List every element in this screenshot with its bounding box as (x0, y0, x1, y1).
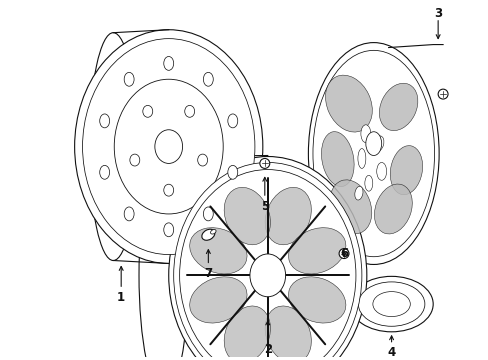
Ellipse shape (100, 114, 109, 128)
Ellipse shape (288, 277, 345, 323)
Ellipse shape (389, 146, 422, 195)
Ellipse shape (354, 186, 362, 200)
Ellipse shape (360, 125, 370, 143)
Ellipse shape (139, 157, 188, 360)
Ellipse shape (365, 132, 381, 156)
Ellipse shape (89, 33, 137, 261)
Text: 2: 2 (263, 343, 271, 356)
Text: 6: 6 (339, 247, 347, 260)
Ellipse shape (114, 79, 223, 214)
Ellipse shape (259, 158, 269, 168)
Ellipse shape (163, 184, 173, 196)
Ellipse shape (179, 170, 355, 360)
Ellipse shape (155, 130, 182, 163)
Ellipse shape (227, 114, 237, 128)
Ellipse shape (329, 180, 371, 234)
Ellipse shape (372, 292, 409, 316)
Ellipse shape (197, 154, 207, 166)
Ellipse shape (376, 162, 386, 180)
Ellipse shape (203, 207, 213, 221)
Ellipse shape (321, 132, 353, 186)
Ellipse shape (210, 230, 216, 234)
Ellipse shape (264, 306, 311, 360)
Text: 3: 3 (433, 7, 441, 21)
Ellipse shape (374, 184, 411, 234)
Ellipse shape (75, 30, 262, 264)
Ellipse shape (203, 72, 213, 86)
Ellipse shape (184, 105, 194, 117)
Ellipse shape (437, 89, 447, 99)
Ellipse shape (364, 175, 372, 191)
Ellipse shape (163, 57, 173, 70)
Ellipse shape (202, 229, 214, 240)
Ellipse shape (124, 72, 134, 86)
Ellipse shape (379, 83, 417, 131)
Ellipse shape (227, 165, 237, 179)
Ellipse shape (373, 136, 383, 152)
Text: 1: 1 (117, 291, 125, 303)
Ellipse shape (224, 306, 270, 360)
Ellipse shape (189, 228, 246, 274)
Text: 4: 4 (386, 346, 395, 359)
Text: 7: 7 (204, 267, 212, 280)
Ellipse shape (358, 282, 424, 326)
Text: 5: 5 (260, 199, 268, 212)
Ellipse shape (264, 187, 311, 245)
Ellipse shape (312, 50, 434, 257)
Ellipse shape (163, 223, 173, 237)
Ellipse shape (173, 162, 361, 360)
Ellipse shape (288, 228, 345, 274)
Ellipse shape (82, 39, 254, 255)
Ellipse shape (189, 277, 246, 323)
Ellipse shape (168, 157, 366, 360)
Ellipse shape (100, 165, 109, 179)
Ellipse shape (308, 42, 438, 265)
Ellipse shape (325, 75, 371, 132)
Ellipse shape (142, 105, 152, 117)
Ellipse shape (224, 187, 270, 245)
Ellipse shape (249, 254, 285, 297)
Ellipse shape (349, 276, 432, 332)
Ellipse shape (338, 249, 348, 258)
Ellipse shape (124, 207, 134, 221)
Ellipse shape (357, 149, 365, 168)
Ellipse shape (130, 154, 140, 166)
